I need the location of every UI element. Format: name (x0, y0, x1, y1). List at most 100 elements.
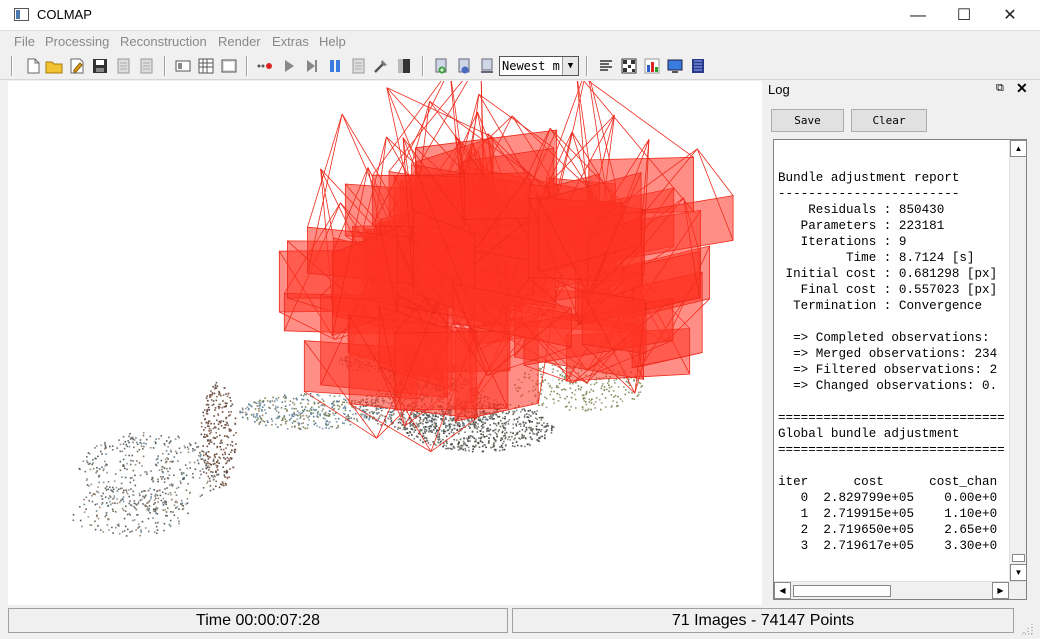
point (610, 394, 613, 396)
scroll-up-icon[interactable]: ▲ (1010, 140, 1026, 157)
point (433, 421, 436, 424)
camera-frustum-edge (581, 343, 636, 394)
point (86, 460, 88, 462)
log-line: Initial cost : 0.681298 [px] (778, 267, 998, 281)
point (312, 408, 315, 411)
menu-processing[interactable]: Processing (45, 34, 110, 49)
point (445, 445, 447, 447)
automatic-reconstruction-icon[interactable] (256, 57, 274, 75)
point (257, 417, 259, 419)
model-stats-icon[interactable] (455, 57, 473, 75)
point (205, 421, 208, 424)
model-select-dropdown[interactable]: Newest m ▼ (499, 56, 579, 76)
point (134, 503, 137, 505)
menu-extras[interactable]: Extras (272, 34, 309, 49)
log-line: Global bundle adjustment (778, 427, 960, 441)
point (546, 429, 548, 431)
log-icon[interactable] (597, 57, 615, 75)
point (617, 386, 620, 388)
point (547, 425, 550, 427)
menu-file[interactable]: File (14, 34, 35, 49)
point (384, 421, 387, 424)
feature-matching-icon[interactable] (197, 57, 215, 75)
scroll-left-icon[interactable]: ◀ (774, 582, 791, 599)
edit-project-icon[interactable] (68, 57, 86, 75)
bundle-adjustment-icon[interactable] (372, 57, 390, 75)
scroll-thumb-horizontal[interactable] (793, 585, 891, 597)
point (216, 474, 218, 476)
point-cloud-scene[interactable] (8, 81, 762, 605)
horizontal-scrollbar[interactable]: ◀ ▶ (774, 581, 1026, 599)
point (212, 436, 215, 439)
start-reconstruction-icon[interactable] (280, 57, 298, 75)
point (557, 386, 560, 389)
scroll-thumb[interactable] (1012, 554, 1025, 562)
point (169, 441, 171, 444)
point (131, 476, 133, 479)
minimize-button[interactable]: — (910, 7, 926, 24)
log-clear-button[interactable]: Clear (851, 109, 927, 132)
feature-extraction-icon[interactable] (174, 57, 192, 75)
menu-reconstruction[interactable]: Reconstruction (120, 34, 207, 49)
menu-help[interactable]: Help (319, 34, 346, 49)
point (220, 394, 222, 397)
pause-reconstruction-icon[interactable] (326, 57, 344, 75)
point (488, 440, 490, 442)
point (293, 403, 296, 406)
model-viewer-3d[interactable] (8, 81, 762, 605)
point (177, 517, 179, 519)
point (148, 500, 151, 502)
point (480, 420, 482, 422)
chevron-down-icon[interactable]: ▼ (562, 57, 578, 75)
point (486, 419, 489, 421)
point (316, 413, 319, 415)
resize-grip-icon[interactable] (1018, 622, 1034, 636)
point (217, 406, 220, 408)
match-matrix-icon[interactable] (620, 57, 638, 75)
database-management-icon[interactable] (220, 57, 238, 75)
point (317, 416, 319, 418)
reconstruction-options-icon[interactable] (349, 57, 367, 75)
log-line: 3 2.719617e+05 3.30e+0 (778, 539, 998, 553)
reconstruction-stats-icon[interactable] (643, 57, 661, 75)
point (558, 393, 561, 396)
scroll-right-icon[interactable]: ▶ (992, 582, 1009, 599)
add-model-icon[interactable] (432, 57, 450, 75)
point (93, 493, 95, 495)
vertical-scrollbar[interactable]: ▲ ▼ (1009, 140, 1026, 581)
point (200, 433, 203, 436)
point (598, 398, 601, 401)
scroll-down-icon[interactable]: ▼ (1010, 564, 1026, 581)
point (147, 517, 150, 520)
save-project-icon[interactable] (91, 57, 109, 75)
point (610, 385, 613, 388)
point (549, 393, 552, 396)
point (149, 435, 152, 438)
render-options-icon[interactable] (478, 57, 496, 75)
open-project-icon[interactable] (45, 57, 63, 75)
camera-frustums (278, 81, 734, 452)
grab-movie-icon[interactable] (689, 57, 707, 75)
close-window-button[interactable]: ✕ (1003, 7, 1017, 24)
export-model-icon[interactable] (137, 57, 155, 75)
step-reconstruction-icon[interactable] (303, 57, 321, 75)
close-log-icon[interactable]: ✕ (1016, 80, 1028, 96)
point (539, 393, 542, 395)
menu-render[interactable]: Render (218, 34, 261, 49)
point (397, 428, 399, 430)
screenshot-icon[interactable] (666, 57, 684, 75)
log-text-area[interactable]: Bundle adjustment report ----------------… (773, 139, 1027, 600)
maximize-button[interactable]: ☐ (956, 7, 972, 24)
log-save-button[interactable]: Save (771, 109, 844, 132)
dense-reconstruction-icon[interactable] (395, 57, 413, 75)
float-panel-icon[interactable]: ⧉ (996, 82, 1004, 94)
point (103, 468, 105, 470)
point (331, 403, 333, 405)
point (437, 429, 439, 432)
point (419, 416, 421, 419)
new-project-icon[interactable] (24, 57, 42, 75)
point (122, 436, 125, 438)
point (281, 401, 284, 403)
import-model-icon[interactable] (114, 57, 132, 75)
point (450, 423, 453, 426)
